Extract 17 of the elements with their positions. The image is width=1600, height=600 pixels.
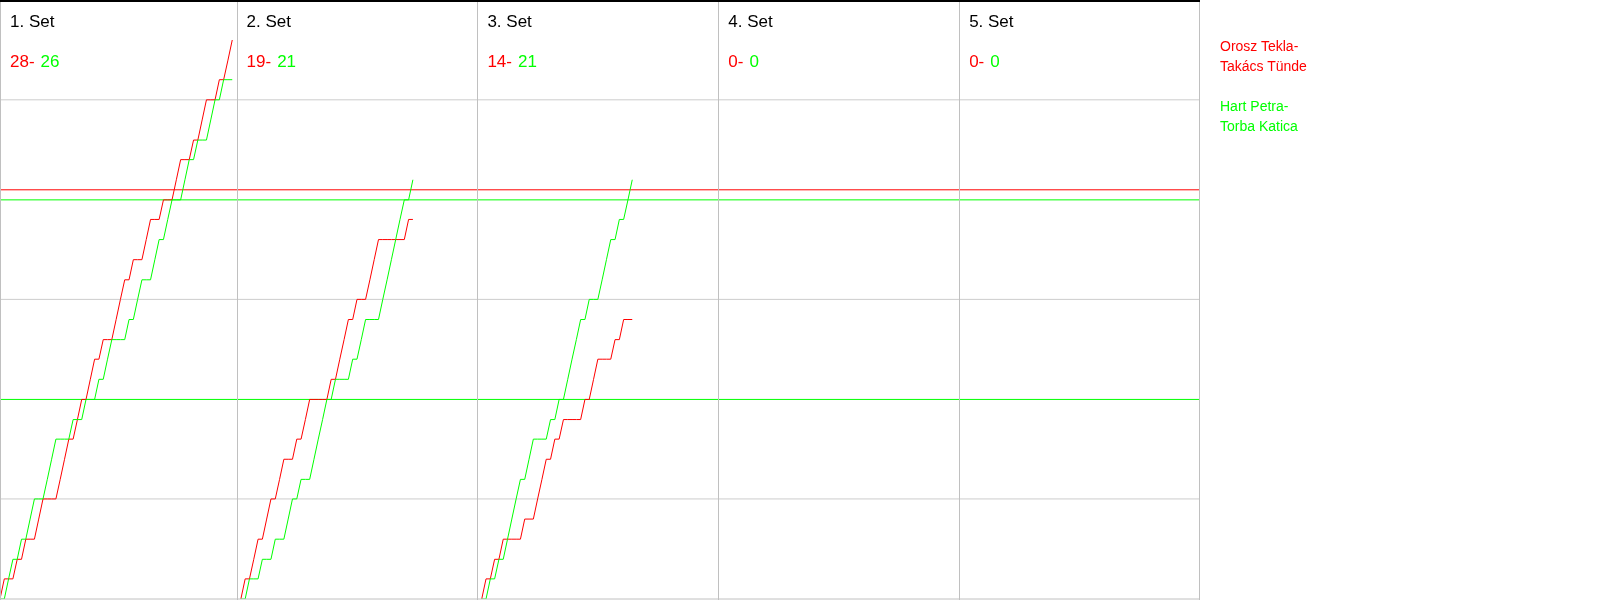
annotation: 21 (517, 52, 537, 71)
annotation: 21 (277, 52, 297, 71)
annotation: 28- (10, 52, 35, 71)
text: Orosz Tekla-Takács Tünde (1220, 37, 1308, 76)
annotation: 19- (246, 52, 272, 71)
text: 4. Set (728, 12, 773, 32)
annotation: 26 (40, 52, 60, 71)
annotation: 0- (728, 52, 744, 71)
annotation: 0- (969, 52, 985, 71)
annotation: 0 (990, 52, 1000, 71)
text: 1. Set (10, 12, 56, 32)
text: 3. Set (487, 12, 533, 32)
annotation: 0 (749, 52, 759, 71)
annotation: 14- (487, 52, 512, 71)
text: 2. Set (246, 12, 292, 32)
text: 5. Set (969, 12, 1014, 32)
text: Hart Petra-Torba Katica (1220, 97, 1299, 136)
